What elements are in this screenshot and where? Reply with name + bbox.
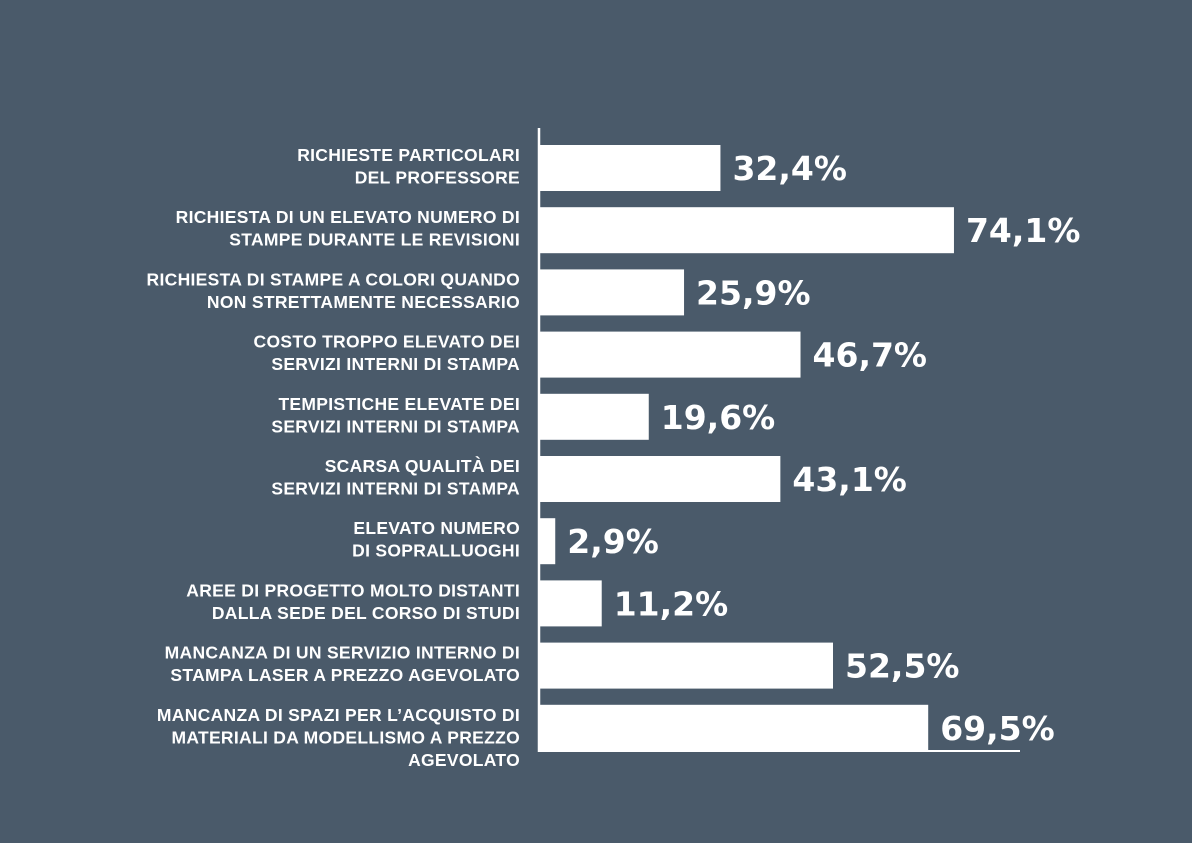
- category-label-1: RICHIESTE PARTICOLARI DEL PROFESSORE: [297, 145, 520, 188]
- value-label-10: 69,5%: [940, 709, 1054, 748]
- bar-5: [539, 393, 649, 440]
- category-label-3: RICHIESTA DI STAMPE A COLORI QUANDO NON S…: [147, 269, 520, 312]
- value-label-5: 19,6%: [661, 398, 776, 437]
- bar-2: [539, 207, 954, 254]
- category-label-8: AREE DI PROGETTO MOLTO DISTANTI DALLA SED…: [186, 580, 520, 623]
- category-label-6: SCARSA QUALITÀ DEI SERVIZI INTERNI DI STA…: [271, 455, 520, 499]
- category-label-line: ELEVATO NUMERO: [353, 518, 520, 538]
- category-label-9: MANCANZA DI UN SERVIZIO INTERNO DI STAMPA…: [165, 643, 520, 686]
- category-label-line: SERVIZI INTERNI DI STAMPA: [271, 354, 520, 374]
- bar-6: [539, 456, 781, 502]
- category-label-line: TEMPISTICHE ELEVATE DEI: [278, 394, 520, 414]
- bar-9: [539, 642, 833, 689]
- category-label-line: AREE DI PROGETTO MOLTO DISTANTI: [186, 580, 520, 600]
- bar-3: [539, 269, 685, 316]
- bar-1: [539, 145, 721, 191]
- category-label-line: STAMPA LASER A PREZZO AGEVOLATO: [170, 665, 520, 685]
- bar-4: [539, 331, 801, 378]
- category-label-line: AGEVOLATO: [408, 750, 520, 770]
- category-label-line: DEL PROFESSORE: [355, 168, 520, 188]
- category-label-line: NON STRETTAMENTE NECESSARIO: [207, 292, 520, 312]
- bar-10: [539, 704, 929, 751]
- value-label-1: 32,4%: [732, 149, 847, 188]
- category-label-line: MATERIALI DA MODELLISMO A PREZZO: [171, 727, 520, 747]
- value-label-4: 46,7%: [813, 336, 928, 375]
- category-label-line: SCARSA QUALITÀ DEI: [325, 455, 520, 476]
- category-label-line: RICHIESTA DI STAMPE A COLORI QUANDO: [147, 269, 520, 289]
- value-label-9: 52,5%: [845, 647, 960, 686]
- bar-7: [539, 518, 556, 565]
- category-label-line: RICHIESTA DI UN ELEVATO NUMERO DI: [176, 207, 520, 227]
- value-label-8: 11,2%: [614, 584, 729, 623]
- category-label-line: SERVIZI INTERNI DI STAMPA: [271, 416, 520, 436]
- category-label-line: MANCANZA DI UN SERVIZIO INTERNO DI: [165, 643, 520, 663]
- value-label-7: 2,9%: [567, 522, 659, 561]
- category-label-line: COSTO TROPPO ELEVATO DEI: [254, 332, 521, 352]
- category-label-10: MANCANZA DI SPAZI PER L’ACQUISTO DI MATER…: [157, 705, 520, 770]
- bars-layer: [539, 145, 954, 751]
- value-label-6: 43,1%: [792, 460, 907, 499]
- category-label-line: DALLA SEDE DEL CORSO DI STUDI: [212, 603, 520, 623]
- category-label-4: COSTO TROPPO ELEVATO DEI SERVIZI INTERNI …: [254, 332, 521, 375]
- category-label-line: SERVIZI INTERNI DI STAMPA: [271, 479, 520, 499]
- category-label-line: STAMPE DURANTE LE REVISIONI: [229, 230, 520, 250]
- bar-8: [539, 580, 602, 627]
- category-label-line: DI SOPRALLUOGHI: [352, 541, 520, 561]
- value-labels-layer: 32,4% 74,1% 25,9%46,7% 19,6% 43,1% 2,9% 11,2% 5…: [567, 149, 1080, 748]
- category-labels-layer: RICHIESTE PARTICOLARI DEL PROFESSORERICHI…: [147, 145, 521, 770]
- category-label-2: RICHIESTA DI UN ELEVATO NUMERO DI STAMPE …: [176, 207, 520, 250]
- category-label-line: MANCANZA DI SPAZI PER L’ACQUISTO DI: [157, 705, 520, 725]
- value-label-3: 25,9%: [696, 273, 811, 312]
- category-label-line: RICHIESTE PARTICOLARI: [297, 145, 520, 165]
- value-label-2: 74,1%: [966, 211, 1080, 250]
- category-label-7: ELEVATO NUMERO DI SOPRALLUOGHI: [352, 518, 520, 561]
- category-label-5: TEMPISTICHE ELEVATE DEI SERVIZI INTERNI D…: [271, 394, 520, 437]
